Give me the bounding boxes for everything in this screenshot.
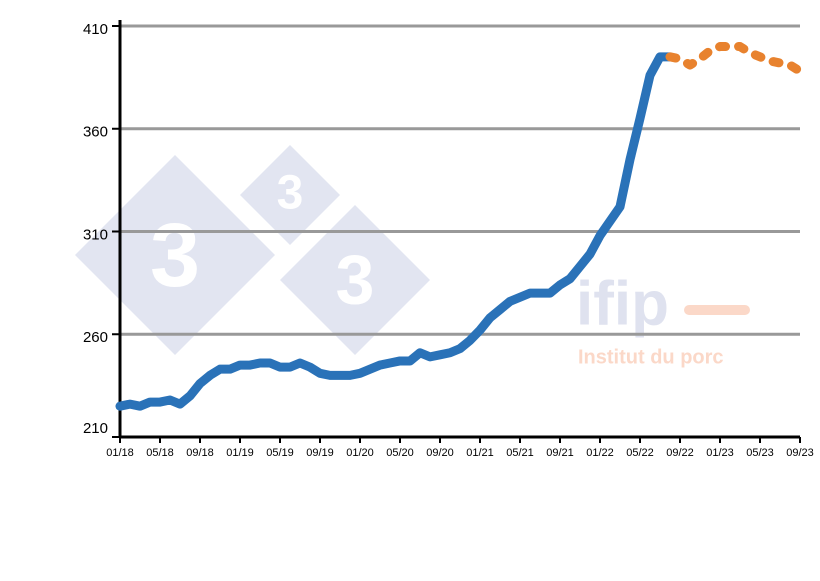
watermark: 3 3 3 ifip Institut du porc	[75, 145, 750, 368]
x-tick-label: 05/22	[626, 447, 654, 459]
watermark-diamond	[75, 155, 275, 355]
y-tick-label: 310	[83, 226, 108, 243]
y-tick-label: 210	[83, 420, 108, 437]
series-line	[115, 52, 675, 411]
x-tick-label: 05/19	[266, 447, 294, 459]
x-tick-label: 09/23	[786, 447, 814, 459]
watermark-text: 3	[150, 206, 200, 306]
watermark-diamond	[240, 145, 340, 245]
watermark-text: 3	[277, 167, 304, 220]
x-tick-label: 01/18	[106, 447, 134, 459]
y-tick-label: 410	[83, 21, 108, 38]
series-line	[665, 42, 805, 76]
x-tick-label: 05/18	[146, 447, 174, 459]
x-tick-label: 01/22	[586, 447, 614, 459]
x-tick-label: 09/19	[306, 447, 334, 459]
x-tick-label: 01/20	[346, 447, 374, 459]
x-tick-label: 01/19	[226, 447, 254, 459]
watermark-text: Institut du porc	[578, 346, 724, 368]
watermark-text: 3	[336, 240, 375, 318]
x-tick-label: 09/18	[186, 447, 214, 459]
x-tick-label: 01/23	[706, 447, 734, 459]
x-tick-label: 09/22	[666, 447, 694, 459]
watermark-text: ifip	[576, 269, 669, 338]
watermark-diamond	[280, 205, 430, 355]
x-tick-label: 05/23	[746, 447, 774, 459]
y-tick-label: 260	[83, 329, 108, 346]
x-tick-label: 05/21	[506, 447, 534, 459]
watermark-bar	[684, 305, 750, 315]
y-tick-label: 360	[83, 124, 108, 141]
x-tick-label: 09/21	[546, 447, 574, 459]
x-tick-label: 01/21	[466, 447, 494, 459]
x-tick-label: 05/20	[386, 447, 414, 459]
x-tick-label: 09/20	[426, 447, 454, 459]
